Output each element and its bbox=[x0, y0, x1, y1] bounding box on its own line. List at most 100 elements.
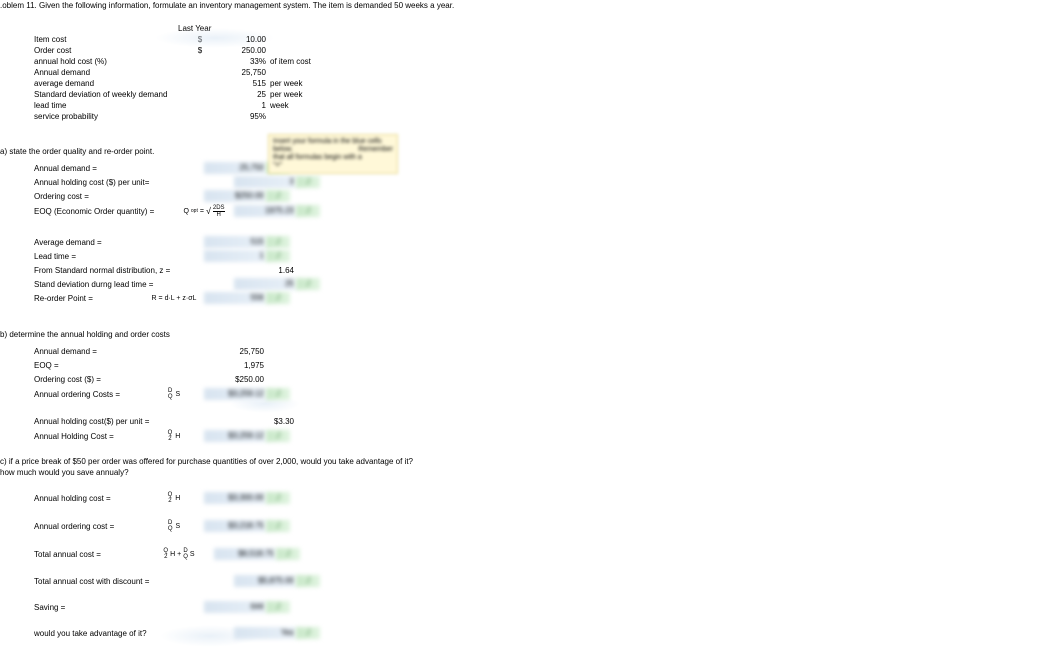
j-indicator: J bbox=[296, 205, 320, 217]
formula: Q2H bbox=[149, 430, 199, 442]
given-label: service probability bbox=[0, 112, 194, 121]
given-label: lead time bbox=[0, 101, 194, 110]
given-row: annual hold cost (%)33%of item cost bbox=[0, 56, 1062, 67]
calc-label: Average demand = bbox=[0, 238, 149, 247]
calc-label: Annual holding cost($) per unit = bbox=[0, 417, 179, 426]
calc-row: EOQ = 1,975 bbox=[0, 358, 1062, 372]
calc-label: From Standard normal distribution, z = bbox=[0, 266, 179, 275]
calc-row: Annual demand = 25,750 bbox=[0, 344, 1062, 358]
calc-row: would you take advantage of it?YesJ bbox=[0, 626, 1062, 640]
given-row: Item cost$10.00 bbox=[0, 34, 1062, 45]
calc-label: EOQ = bbox=[0, 361, 149, 370]
given-label: average demand bbox=[0, 79, 194, 88]
calc-value: 1975.23 bbox=[234, 205, 296, 217]
problem-heading: .oblem 11. Given the following informati… bbox=[0, 0, 1062, 11]
calc-value: 25,750 bbox=[204, 347, 264, 356]
calc-value: 1.64 bbox=[234, 266, 294, 275]
calc-row: Stand deviation durng lead time =25J bbox=[0, 277, 1062, 291]
calc-row: Annual holding cost =Q2H$3,300.00J bbox=[0, 490, 1062, 506]
given-row: Standard deviation of weekly demand25per… bbox=[0, 89, 1062, 100]
calc-label: Annual demand = bbox=[0, 164, 149, 173]
calc-value: $3,218.75 bbox=[204, 520, 266, 532]
j-indicator: J bbox=[266, 250, 290, 262]
given-row: Order cost$250.00 bbox=[0, 45, 1062, 56]
given-label: Order cost bbox=[0, 46, 194, 55]
j-indicator: J bbox=[266, 492, 290, 504]
j-indicator: J bbox=[266, 236, 290, 248]
calc-label: Saving = bbox=[0, 603, 149, 612]
calc-row: Annual holding cost($) per unit =$3.30 bbox=[0, 414, 1062, 428]
calc-value: 556 bbox=[204, 292, 266, 304]
formula: DQS bbox=[149, 520, 199, 532]
calc-label: Re-order Point = bbox=[0, 294, 149, 303]
calc-row: Total annual cost =Q2H+DQS$6,518.75J bbox=[0, 546, 1062, 562]
j-indicator: J bbox=[266, 292, 290, 304]
calc-row: Average demand = 515J bbox=[0, 235, 1062, 249]
given-value: 250.00 bbox=[206, 46, 266, 55]
given-row: lead time 1week bbox=[0, 100, 1062, 111]
calc-label: EOQ (Economic Order quantity) = bbox=[0, 207, 179, 216]
part-c-title1: c) if a price break of $50 per order was… bbox=[0, 456, 1062, 467]
formula-reorder: R = d·L + z·σL bbox=[149, 295, 199, 302]
calc-label: Annual holding cost ($) per unit= bbox=[0, 178, 179, 187]
calc-row: Annual demand =25,750J bbox=[0, 161, 1062, 175]
calc-label: Lead time = bbox=[0, 252, 149, 261]
given-unit: week bbox=[266, 101, 289, 110]
calc-label: Ordering cost = bbox=[0, 192, 149, 201]
note-line3: Remember bbox=[358, 146, 393, 154]
last-year-label: Last Year bbox=[178, 24, 211, 33]
given-value: 10.00 bbox=[206, 35, 266, 44]
j-indicator: J bbox=[296, 278, 320, 290]
j-indicator: J bbox=[276, 548, 300, 560]
calc-value: $3,259.12 bbox=[204, 430, 266, 442]
calc-label: Annual demand = bbox=[0, 347, 149, 356]
formula: Q2H+DQS bbox=[149, 548, 209, 560]
j-indicator: J bbox=[266, 190, 290, 202]
calc-label: Annual holding cost = bbox=[0, 494, 149, 503]
calc-label: Total annual cost with discount = bbox=[0, 577, 179, 586]
calc-row: Lead time =1J bbox=[0, 249, 1062, 263]
calc-row: Ordering cost =$250.00J bbox=[0, 189, 1062, 203]
given-row: Annual demand25,750 bbox=[0, 67, 1062, 78]
note-line4: that all formulas begin with a bbox=[273, 154, 362, 161]
calc-row: Annual Holding Cost =Q2H $3,259.12J bbox=[0, 428, 1062, 444]
given-unit: of item cost bbox=[266, 57, 311, 66]
formula-eoq: Qopt=√2DSH bbox=[179, 205, 229, 218]
given-row: service probability 95% bbox=[0, 111, 1062, 122]
calc-value: 644 bbox=[204, 601, 266, 613]
calc-value: $5,875.00 bbox=[234, 575, 296, 587]
given-value: 1 bbox=[206, 101, 266, 110]
formula: DQS bbox=[149, 388, 199, 400]
j-indicator: J bbox=[266, 520, 290, 532]
instruction-note: Insert your formula in the blue cells be… bbox=[268, 134, 398, 174]
j-indicator: J bbox=[296, 575, 320, 587]
given-unit: per week bbox=[266, 90, 302, 99]
calc-row: Re-order Point =R = d·L + z·σL 556J bbox=[0, 291, 1062, 305]
calc-row: Total annual cost with discount = $5,875.… bbox=[0, 574, 1062, 588]
calc-label: Total annual cost = bbox=[0, 550, 149, 559]
given-value: 515 bbox=[206, 79, 266, 88]
calc-value: 515 bbox=[204, 236, 266, 248]
given-value: 25 bbox=[206, 90, 266, 99]
calc-row: Saving =644J bbox=[0, 600, 1062, 614]
note-line5: "=" bbox=[273, 162, 282, 169]
j-indicator: J bbox=[296, 176, 320, 188]
calc-label: would you take advantage of it? bbox=[0, 629, 179, 638]
part-a-title: a) state the order quality and re-order … bbox=[0, 146, 1062, 157]
last-year-header: Last Year bbox=[0, 23, 1062, 34]
dollar-sign: $ bbox=[194, 46, 206, 55]
given-value: 95% bbox=[206, 112, 266, 121]
given-label: Annual demand bbox=[0, 68, 194, 77]
j-indicator: J bbox=[266, 388, 290, 400]
calc-label: Annual Holding Cost = bbox=[0, 432, 149, 441]
calc-value: 25 bbox=[234, 278, 296, 290]
part-c-title2: how much would you save annualy? bbox=[0, 467, 1062, 478]
dollar-sign: $ bbox=[194, 35, 206, 44]
calc-value: 1,975 bbox=[204, 361, 264, 370]
j-indicator: J bbox=[266, 430, 290, 442]
calc-value: $250.00 bbox=[204, 375, 264, 384]
calc-value: $3,300.00 bbox=[204, 492, 266, 504]
calc-row: Ordering cost ($) = $250.00 bbox=[0, 372, 1062, 386]
calc-value: Yes bbox=[234, 627, 296, 639]
calc-label: Ordering cost ($) = bbox=[0, 375, 149, 384]
